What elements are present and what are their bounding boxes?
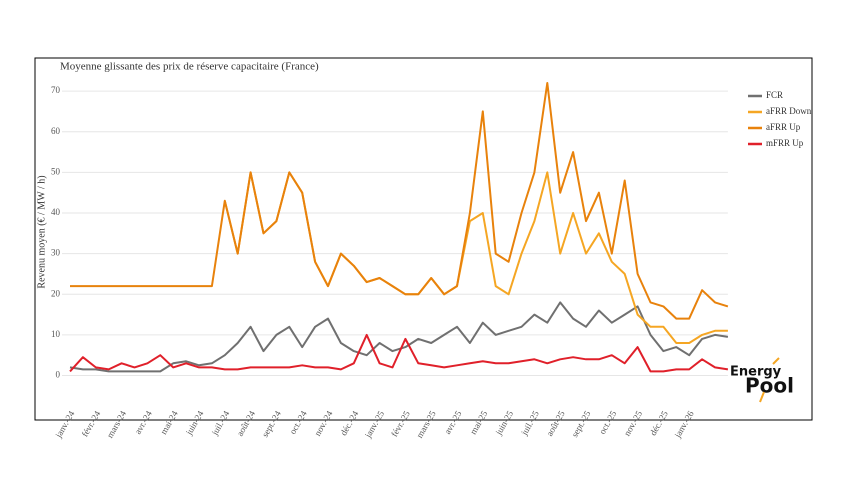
legend-label: aFRR Down (766, 106, 812, 116)
y-tick-label: 40 (51, 207, 61, 217)
logo-line1: Energy (730, 365, 782, 380)
y-tick-label: 0 (56, 370, 61, 380)
y-tick-label: 50 (51, 166, 61, 176)
y-tick-label: 70 (51, 85, 61, 95)
logo-line2: Pool (745, 374, 794, 398)
legend-label: FCR (766, 90, 783, 100)
legend-label: mFRR Up (766, 138, 804, 148)
series-line (70, 82, 729, 320)
y-tick-label: 60 (51, 126, 61, 136)
y-tick-label: 30 (51, 248, 61, 258)
series-line (69, 333, 729, 373)
y-tick-label: 20 (51, 288, 61, 298)
y-tick-label: 10 (51, 329, 61, 339)
logo-accent (759, 357, 780, 403)
chart-title: Moyenne glissante des prix de réserve ca… (60, 61, 319, 73)
legend-label: aFRR Up (766, 122, 801, 132)
series-line (69, 301, 729, 373)
y-axis-label: Revenu moyen (€ / MW / h) (36, 175, 47, 288)
